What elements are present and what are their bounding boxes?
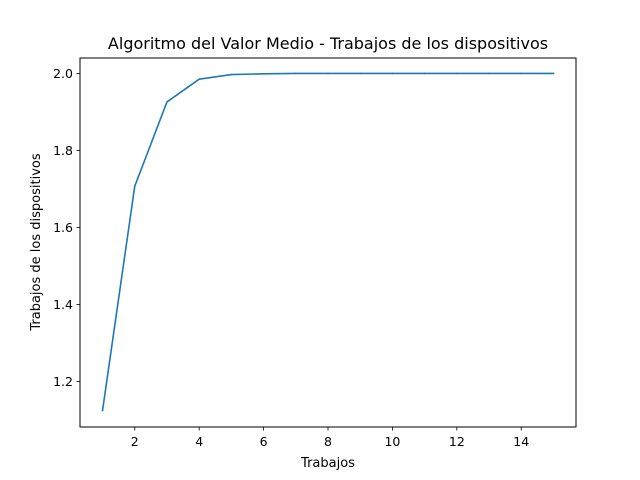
x-axis-label: Trabajos: [300, 456, 355, 471]
data-point: [133, 185, 136, 188]
data-point: [552, 72, 555, 75]
data-point: [262, 72, 265, 75]
y-tick-label: 1.6: [53, 220, 73, 235]
y-axis-label: Trabajos de los dispositivos: [29, 153, 44, 331]
data-point: [456, 72, 458, 75]
x-tick-label: 2: [131, 434, 139, 449]
data-point: [391, 72, 394, 75]
y-tick-label: 1.2: [53, 374, 73, 389]
data-point: [198, 78, 200, 80]
data-point: [294, 72, 297, 75]
data-point: [230, 73, 233, 76]
data-point: [423, 72, 426, 75]
y-tick-label: 2.0: [53, 66, 73, 81]
series-line: [101, 72, 555, 412]
data-point: [359, 72, 362, 75]
x-tick-label: 10: [384, 434, 400, 449]
chart-title: Algoritmo del Valor Medio - Trabajos de …: [108, 34, 548, 53]
y-axis-ticks: 1.2 1.4 1.6 1.8 2.0: [53, 66, 80, 389]
data-point: [327, 72, 329, 75]
plot-frame: [79, 57, 577, 428]
x-tick-label: 14: [513, 434, 529, 449]
x-tick-label: 8: [324, 434, 332, 449]
series-line-group: [101, 72, 555, 412]
data-point: [101, 409, 104, 412]
y-tick-label: 1.4: [53, 297, 73, 312]
x-axis-ticks: 2 4 6 8 10 12 14: [131, 427, 529, 449]
y-tick-label: 1.8: [53, 143, 73, 158]
data-point: [520, 72, 523, 75]
x-tick-label: 12: [449, 434, 465, 449]
x-tick-label: 6: [260, 434, 268, 449]
x-tick-label: 4: [195, 434, 203, 449]
data-point: [166, 101, 168, 103]
data-point: [488, 72, 490, 75]
